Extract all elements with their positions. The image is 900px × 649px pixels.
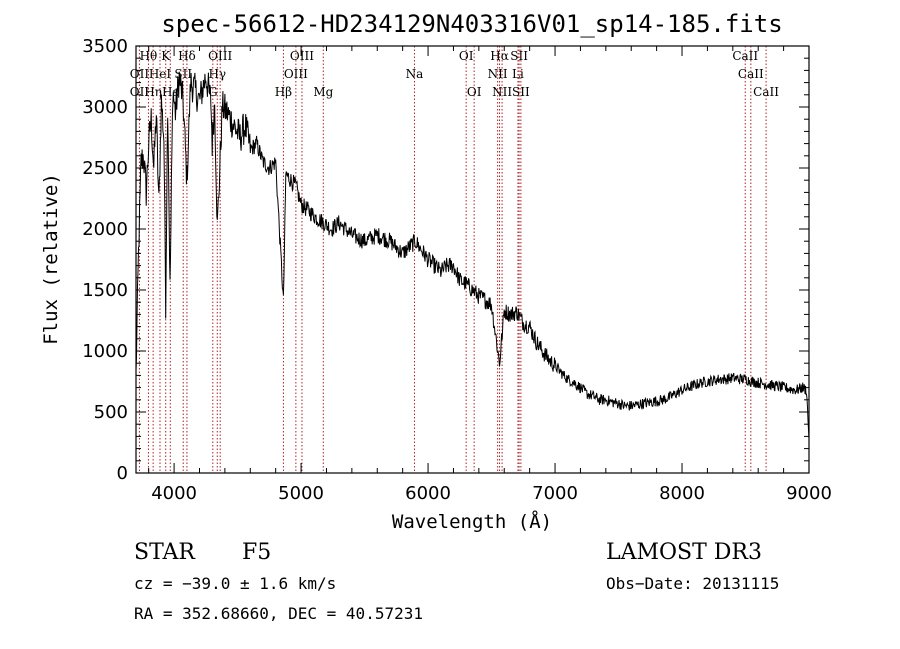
x-tick-label: 9000 [786, 483, 832, 504]
plot-frame [135, 45, 810, 474]
y-tick-label: 3500 [82, 36, 128, 57]
spectral-line-label: NII [488, 67, 508, 81]
spectral-line-label: Hγ [208, 67, 226, 81]
y-tick-label: 1000 [82, 341, 128, 362]
spectral-line-markers [138, 46, 767, 473]
spectral-line-label: CaII [753, 85, 779, 99]
x-tick-label: 5000 [278, 483, 324, 504]
spectral-line-label: SII [174, 67, 192, 81]
spectral-line-label: Na [406, 67, 424, 81]
x-tick-label: 7000 [532, 483, 578, 504]
spectral-line-label: Hη [144, 85, 162, 99]
y-tick-label: 2000 [82, 219, 128, 240]
spectral-line-label: OII [130, 67, 150, 81]
spectral-line-label: OII [130, 85, 150, 99]
spectral-line-label: NII [492, 85, 512, 99]
spectral-line-label: Hδ [178, 49, 196, 63]
spectral-line-label: Hε [162, 85, 179, 99]
x-tick-label: 8000 [659, 483, 705, 504]
chart-title: spec-56612-HD234129N403316V01_sp14-185.f… [161, 10, 782, 38]
spectral-line-label: Mg [313, 85, 333, 99]
y-axis-ticks: 0 500 1000 1500 2000 2500 3000 3500 [82, 36, 809, 484]
spectral-line-label: OIII [208, 49, 232, 63]
y-tick-label: 1500 [82, 280, 128, 301]
coordinates: RA = 352.68660, DEC = 40.57231 [134, 604, 423, 623]
spectral-line-label: Hα [490, 49, 509, 63]
spectral-line-label: OIII [284, 67, 308, 81]
survey-name: LAMOST DR3 [606, 540, 762, 565]
spectrum-line [135, 71, 810, 439]
spectral-line-label: OI [467, 85, 482, 99]
y-tick-label: 2500 [82, 158, 128, 179]
x-tick-label: 6000 [405, 483, 451, 504]
y-tick-label: 3000 [82, 97, 128, 118]
spectral-line-label: G [208, 85, 218, 99]
spectral-subclass: F5 [242, 540, 271, 565]
spectral-line-label: OIII [290, 49, 314, 63]
observation-date: Obs−Date: 20131115 [606, 574, 779, 593]
redshift-velocity: cz = −39.0 ± 1.6 km/s [134, 574, 336, 593]
spectral-line-label: K [161, 49, 171, 63]
y-tick-label: 0 [117, 463, 128, 484]
spectral-line-label: CaII [738, 67, 764, 81]
spectral-line-label: Hβ [275, 85, 292, 99]
y-axis-label: Flux (relative) [40, 173, 62, 345]
spectral-line-label: HeI [149, 67, 172, 81]
x-axis-ticks: 4000 5000 6000 7000 8000 9000 [148, 46, 832, 504]
spectral-line-label: SII [510, 49, 528, 63]
x-axis-label: Wavelength (Å) [392, 510, 552, 533]
object-class: STAR [134, 540, 196, 565]
spectral-line-label: Li [512, 67, 524, 81]
spectral-line-label: CaII [732, 49, 758, 63]
spectral-line-label: OI [459, 49, 474, 63]
y-tick-label: 500 [94, 402, 128, 423]
spectral-line-label: SII [512, 85, 530, 99]
spectral-line-label: Hθ [140, 49, 158, 63]
x-tick-label: 4000 [151, 483, 197, 504]
